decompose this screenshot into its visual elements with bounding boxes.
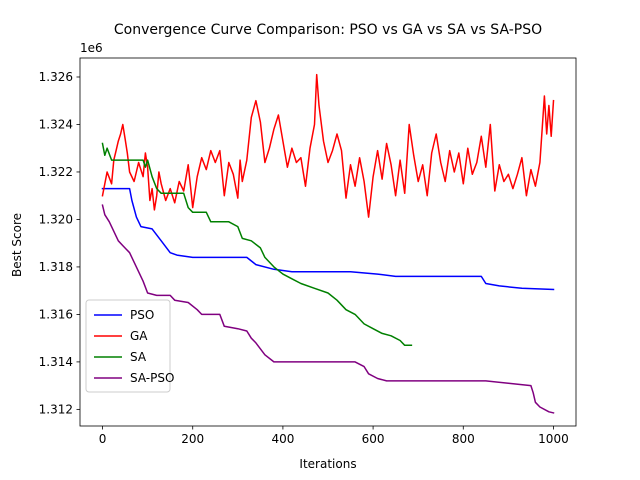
legend-label-ga: GA — [130, 329, 148, 343]
series-line-sa-pso — [101, 204, 555, 414]
x-tick-label: 400 — [271, 432, 294, 446]
legend: PSO GA SA SA-PSO — [85, 299, 174, 393]
legend-label-sa-pso: SA-PSO — [130, 371, 174, 385]
y-tick-label: 1.322 — [39, 165, 73, 179]
legend-box — [85, 299, 171, 393]
y-tick-label: 1.326 — [39, 70, 73, 84]
axes-frame — [79, 57, 577, 427]
series-line-ga — [101, 73, 555, 218]
series-layer — [101, 73, 555, 414]
x-axis-label: Iterations — [299, 457, 356, 471]
y-tick-label: 1.324 — [39, 117, 73, 131]
axes-layer: 0 200 400 600 800 1000 1.312 1.314 1.316 1.318 1.3… — [39, 57, 577, 446]
y-tick-label: 1.314 — [39, 355, 73, 369]
x-tick-label: 0 — [99, 432, 107, 446]
chart-title: Convergence Curve Comparison: PSO vs GA … — [114, 22, 542, 38]
y-axis-label: Best Score — [10, 213, 24, 277]
legend-label-pso: PSO — [130, 308, 154, 322]
y-tick-label: 1.320 — [39, 212, 73, 226]
y-tick-label: 1.316 — [39, 307, 73, 321]
series-line-pso — [101, 187, 555, 291]
y-tick-label: 1.318 — [39, 260, 73, 274]
x-tick-label: 200 — [181, 432, 204, 446]
y-tick-label: 1.312 — [39, 402, 73, 416]
legend-label-sa: SA — [130, 350, 147, 364]
series-line-sa — [101, 142, 413, 347]
x-tick-label: 600 — [362, 432, 385, 446]
x-tick-label: 1000 — [538, 432, 569, 446]
y-offset-label: 1e6 — [80, 41, 103, 55]
x-tick-label: 800 — [452, 432, 475, 446]
